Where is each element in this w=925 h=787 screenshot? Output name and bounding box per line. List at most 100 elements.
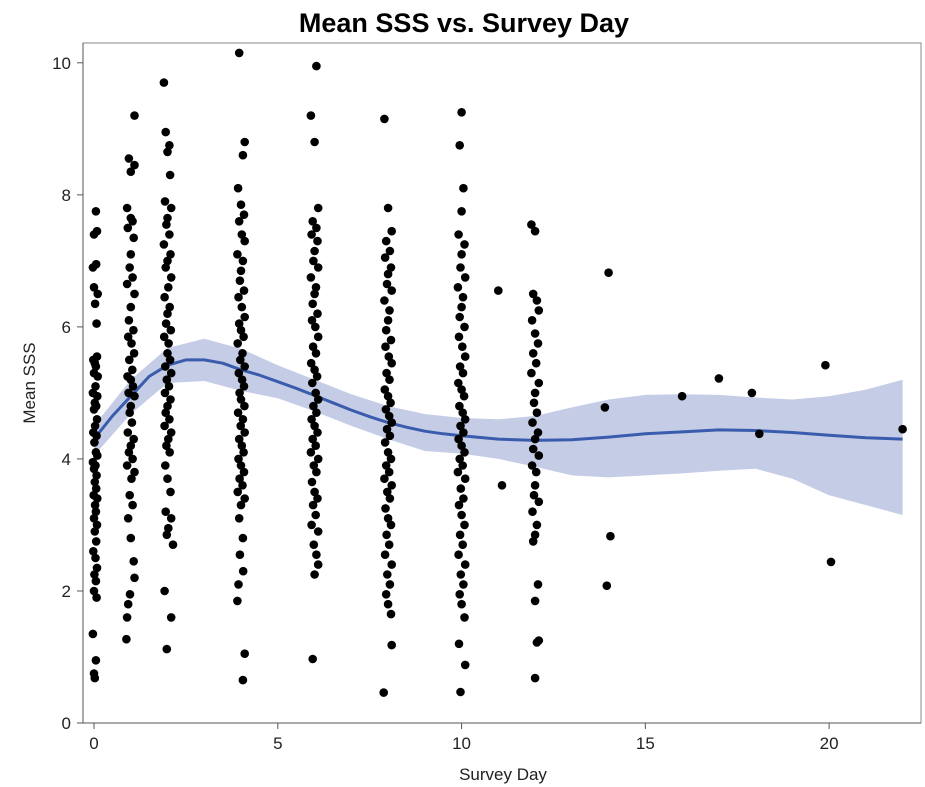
data-point [530, 329, 540, 338]
data-point [386, 398, 395, 408]
data-point [166, 613, 176, 622]
data-point [454, 332, 464, 342]
data-point [234, 48, 244, 58]
data-point [454, 500, 464, 510]
data-point [164, 434, 173, 444]
data-point [387, 418, 397, 427]
data-point [166, 325, 176, 335]
data-point [164, 283, 173, 292]
data-point [160, 292, 169, 302]
data-point [89, 405, 99, 414]
data-point [239, 332, 248, 342]
data-point [534, 451, 544, 460]
plot-frame [82, 42, 922, 724]
data-point [128, 382, 138, 391]
data-point [160, 197, 170, 206]
data-point [91, 207, 101, 216]
data-point [239, 448, 248, 457]
data-point [456, 263, 465, 272]
data-point [161, 319, 171, 328]
data-point [92, 431, 101, 441]
data-point [90, 299, 100, 309]
data-point [160, 421, 169, 431]
data-point [454, 378, 463, 388]
data-point [235, 276, 245, 286]
data-point [459, 391, 469, 401]
data-point [165, 170, 175, 180]
data-point [528, 418, 537, 427]
data-point [88, 629, 98, 639]
data-point [460, 660, 470, 670]
data-point [528, 537, 538, 546]
data-point [92, 563, 102, 573]
data-point [529, 490, 539, 500]
data-point [386, 609, 396, 619]
y-tick-label: 8 [62, 186, 71, 205]
data-point [310, 487, 319, 497]
data-point [381, 325, 391, 335]
data-point [307, 520, 316, 530]
data-point [381, 461, 391, 470]
data-point [164, 382, 174, 391]
data-point [166, 514, 176, 523]
data-point [307, 316, 317, 325]
data-point [381, 342, 390, 352]
data-point [313, 236, 322, 246]
data-point [240, 494, 249, 503]
data-point [165, 448, 174, 457]
data-point [236, 355, 245, 365]
data-point [161, 408, 170, 418]
data-point [162, 441, 171, 451]
data-point [494, 286, 503, 295]
data-point [382, 424, 392, 434]
data-point [91, 537, 101, 546]
data-point [128, 454, 137, 464]
data-point [165, 230, 174, 239]
data-point [457, 385, 466, 394]
data-point [91, 553, 100, 563]
data-point [306, 358, 316, 368]
data-point [124, 448, 134, 457]
data-point [454, 639, 464, 649]
data-point [234, 434, 244, 444]
data-point [234, 514, 244, 523]
data-point [384, 467, 394, 477]
data-point [382, 530, 391, 540]
data-point [307, 230, 316, 239]
data-point [528, 289, 538, 299]
data-point [459, 580, 468, 589]
data-point [130, 573, 139, 583]
data-point [129, 233, 138, 243]
data-point [455, 362, 465, 371]
data-point [159, 78, 169, 87]
data-point [530, 530, 540, 540]
data-point [234, 319, 244, 328]
data-point [165, 302, 174, 312]
data-point [530, 434, 540, 444]
data-point [91, 576, 101, 586]
data-point [90, 500, 100, 510]
data-point [457, 207, 466, 216]
data-point [238, 349, 247, 358]
data-point [238, 533, 248, 543]
data-point [532, 638, 542, 647]
data-point [311, 322, 320, 332]
data-point [123, 223, 133, 233]
data-point [93, 372, 102, 381]
data-point [163, 309, 172, 319]
data-point [530, 388, 540, 398]
data-point [308, 434, 318, 444]
data-point [460, 240, 469, 249]
data-point [312, 467, 321, 477]
data-point [380, 550, 390, 559]
data-point [311, 441, 321, 451]
data-point [90, 477, 100, 487]
data-point [383, 570, 392, 579]
data-point [233, 596, 242, 606]
data-point [92, 520, 102, 530]
data-point [310, 246, 319, 256]
data-point [165, 141, 174, 150]
data-point [459, 183, 468, 193]
data-point [455, 530, 465, 540]
data-point [455, 141, 465, 150]
